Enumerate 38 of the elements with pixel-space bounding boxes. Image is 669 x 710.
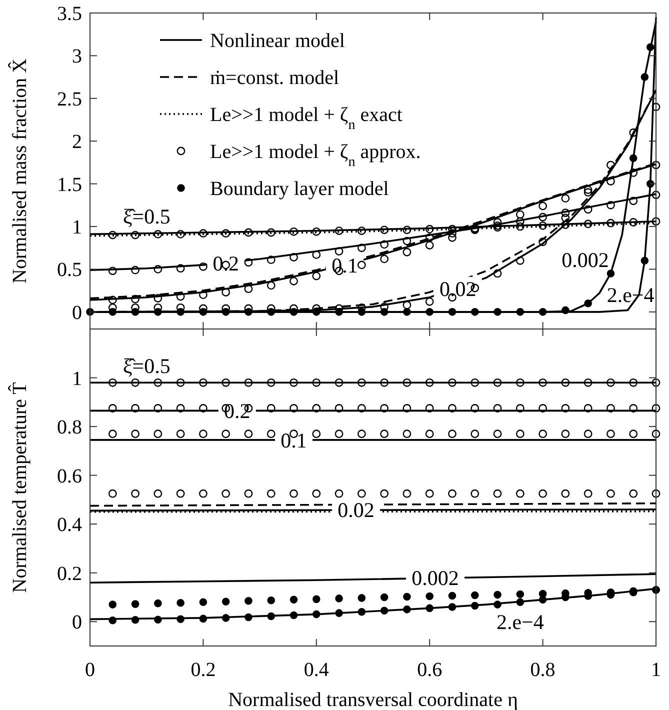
y-tick-label: 0	[72, 302, 82, 324]
y-tick-label: 1	[72, 216, 82, 239]
y-tick-label: 1.5	[57, 174, 82, 196]
y-tick-label: 0.8	[57, 416, 82, 439]
y-tick-label: 1	[72, 368, 82, 390]
y-axis-title: Normalised temperature T̂	[8, 382, 31, 593]
annotation: 0.1	[332, 253, 358, 278]
legend-label: ṁ=const. model	[210, 67, 340, 89]
y-tick-label: 0.2	[57, 562, 82, 585]
legend-label: Le>>1 model + ζ$_{n}$ exact	[210, 104, 403, 132]
y-tick-label: 0.4	[57, 514, 82, 536]
annotation: 0.2	[212, 252, 239, 276]
annotation: 2.e−4	[496, 610, 544, 634]
annotation: 0.02	[338, 498, 374, 522]
annotation: 0.1	[280, 428, 307, 452]
y-tick-label: 2.5	[57, 88, 82, 110]
y-tick-label: 3	[72, 46, 82, 68]
y-tick-label: 0	[72, 612, 82, 634]
annotation: 0.002	[562, 248, 609, 272]
x-tick-label: 1	[651, 659, 661, 681]
y-tick-label: 0.6	[57, 465, 82, 488]
y-axis-title: Normalised mass fraction X̂	[8, 58, 31, 284]
legend-label: Nonlinear model	[210, 30, 346, 52]
y-tick-label: 2	[72, 131, 82, 154]
annotation: 0.02	[440, 277, 476, 302]
annotation: ξ̂=0.5	[122, 204, 170, 229]
annotation: 0.2	[224, 399, 250, 424]
x-axis-title: Normalised transversal coordinate η	[228, 689, 518, 710]
legend-label: Boundary layer model	[210, 178, 390, 200]
annotation: ξ̂=0.5	[122, 354, 170, 378]
x-tick-label: 0.2	[190, 659, 216, 681]
x-tick-label: 0.8	[530, 659, 556, 681]
legend-label: Le>>1 model + ζ$_{n}$ approx.	[210, 141, 421, 170]
x-tick-label: 0.4	[304, 659, 329, 681]
y-tick-label: 3.5	[57, 3, 82, 25]
x-tick-label: 0.6	[417, 659, 442, 681]
y-tick-label: 0.5	[57, 259, 82, 282]
annotation: 0.002	[412, 566, 459, 590]
